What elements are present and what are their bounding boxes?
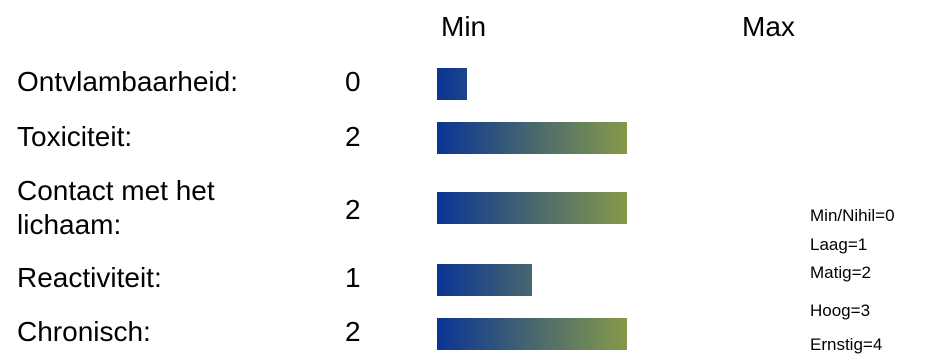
category-label: Reactiviteit:	[17, 262, 162, 293]
category-label: Ontvlambaarheid:	[17, 66, 239, 97]
legend-item: Laag=1	[810, 235, 868, 254]
value-label: 1	[345, 262, 361, 293]
bar	[437, 68, 467, 100]
value-label: 2	[345, 121, 361, 152]
category-label: Toxiciteit:	[17, 121, 133, 152]
max-header: Max	[742, 11, 795, 42]
category-label: Chronisch:	[17, 316, 151, 347]
legend-item: Hoog=3	[810, 301, 871, 320]
value-label: 2	[345, 194, 361, 225]
bar	[437, 192, 627, 224]
legend-item: Min/Nihil=0	[810, 206, 895, 225]
value-label: 0	[345, 66, 361, 97]
value-label: 2	[345, 316, 361, 347]
bar	[437, 122, 627, 154]
bar	[437, 318, 627, 350]
bar	[437, 264, 532, 296]
legend-item: Ernstig=4	[810, 335, 883, 354]
category-label: Contact met het lichaam:	[17, 175, 215, 240]
min-header: Min	[441, 11, 487, 42]
legend-item: Matig=2	[810, 263, 871, 282]
